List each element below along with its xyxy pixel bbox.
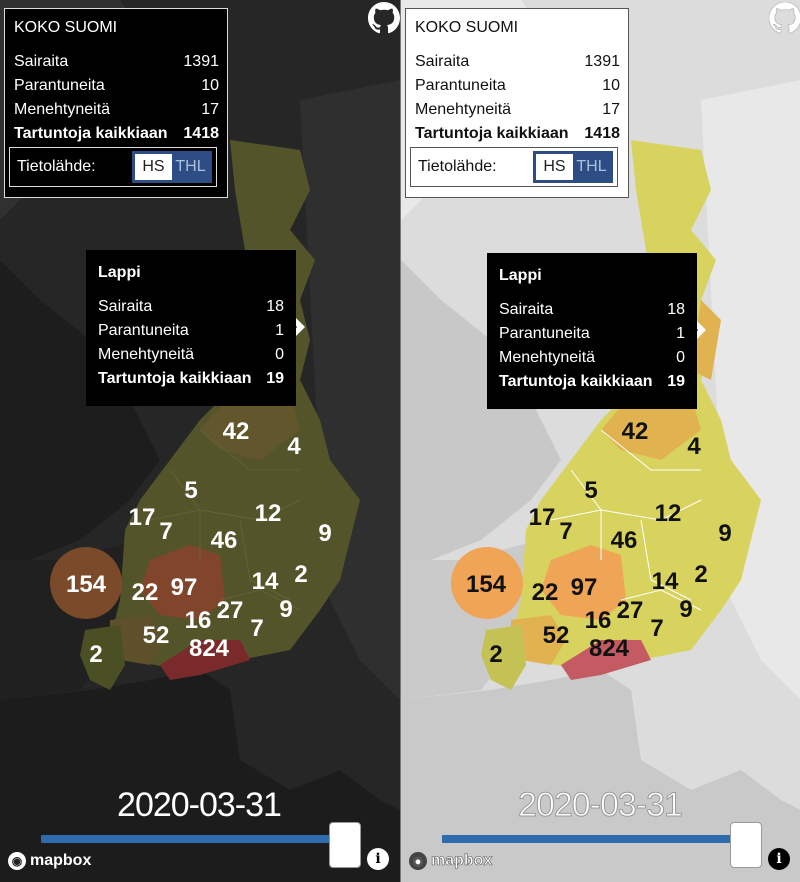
mapbox-logo-icon: ◉: [8, 852, 26, 870]
date-display: 2020-03-31: [518, 786, 684, 825]
region-label-etela-pohjanmaa[interactable]: 7: [559, 518, 573, 545]
tooltip-row-sick: Sairaita 18: [499, 301, 685, 318]
source-option-hs[interactable]: HS: [536, 154, 573, 180]
summary-row-deaths: Menehtyneitä 17: [415, 101, 620, 118]
source-label: Tietolähde:: [418, 158, 497, 175]
mapbox-logo[interactable]: ◉ mapbox: [8, 852, 91, 870]
region-label-kymenlaakso[interactable]: 7: [650, 615, 664, 642]
region-label-pirkanmaa[interactable]: 97: [570, 574, 598, 601]
region-label-ita-savo[interactable]: 2: [694, 561, 708, 588]
summary-row-total: Tartuntoja kaikkiaan 1418: [14, 125, 219, 142]
region-label-etela-savo[interactable]: 14: [651, 568, 679, 595]
region-label-kanta-hame[interactable]: 16: [184, 607, 212, 634]
source-option-thl[interactable]: THL: [172, 154, 209, 180]
region-label-pohjois-savo[interactable]: 12: [254, 500, 282, 527]
region-label-satakunta[interactable]: 22: [531, 579, 559, 606]
region-label-etela-pohjanmaa[interactable]: 7: [159, 518, 173, 545]
region-label-keski-suomi[interactable]: 46: [210, 527, 238, 554]
region-label-kainuu[interactable]: 4: [287, 433, 301, 460]
region-label-varsinais-suomi[interactable]: 52: [142, 622, 170, 649]
region-tooltip: Lappi Sairaita 18 Parantuneita 1 Menehtyne…: [487, 253, 706, 409]
region-label-ahvenanmaa[interactable]: 2: [89, 641, 103, 668]
region-label-kanta-hame[interactable]: 16: [584, 607, 612, 634]
source-label: Tietolähde:: [17, 158, 96, 175]
region-label-pirkanmaa[interactable]: 97: [170, 574, 198, 601]
region-label-pohjois-karjala[interactable]: 9: [318, 520, 332, 547]
region-label-keski-suomi[interactable]: 46: [610, 527, 638, 554]
region-label-keski-pohjanmaa[interactable]: 5: [584, 477, 598, 504]
map-panel-light[interactable]: KOKO SUOMI Sairaita 1391 Parantuneita 10 M…: [401, 0, 800, 882]
source-option-hs[interactable]: HS: [135, 154, 172, 180]
region-label-varsinais-suomi[interactable]: 52: [542, 622, 570, 649]
date-slider-thumb[interactable]: [730, 822, 762, 868]
summary-panel: KOKO SUOMI Sairaita 1391 Parantuneita 10 M…: [4, 8, 228, 198]
region-label-pohjois-pohjanmaa[interactable]: 42: [621, 418, 649, 445]
date-display: 2020-03-31: [117, 786, 282, 824]
tooltip-row-deaths: Menehtyneitä 0: [499, 349, 685, 366]
region-label-vaasa[interactable]: 17: [528, 504, 556, 531]
mapbox-wordmark: mapbox: [30, 852, 92, 869]
summary-title: KOKO SUOMI: [14, 19, 118, 36]
summary-row-total: Tartuntoja kaikkiaan 1418: [415, 125, 620, 142]
panel-divider: [400, 0, 401, 882]
region-label-pohjois-pohjanmaa[interactable]: 42: [222, 418, 250, 445]
region-tooltip: Lappi Sairaita 18 Parantuneita 1 Menehtyne…: [86, 250, 305, 406]
region-label-ita-savo[interactable]: 2: [294, 561, 308, 588]
github-icon[interactable]: [769, 2, 800, 34]
tooltip-row-deaths: Menehtyneitä 0: [98, 346, 284, 363]
source-toggle[interactable]: HS THL: [533, 151, 613, 183]
tooltip-title: Lappi: [98, 264, 141, 281]
tooltip-title: Lappi: [499, 267, 542, 284]
info-icon[interactable]: i: [367, 848, 389, 870]
source-selector: Tietolähde: HS THL: [410, 147, 618, 187]
region-label-unknown[interactable]: 154: [465, 571, 507, 598]
mapbox-logo-icon: ◉: [409, 852, 427, 870]
region-label-hus[interactable]: 824: [588, 635, 630, 662]
tooltip-row-recovered: Parantuneita 1: [499, 325, 685, 342]
region-label-kainuu[interactable]: 4: [687, 433, 701, 460]
region-label-etela-karjala[interactable]: 9: [279, 596, 293, 623]
region-label-ahvenanmaa[interactable]: 2: [489, 641, 503, 668]
source-option-thl[interactable]: THL: [573, 154, 610, 180]
region-label-unknown[interactable]: 154: [65, 571, 107, 598]
tooltip-row-total: Tartuntoja kaikkiaan 19: [499, 373, 685, 390]
source-selector: Tietolähde: HS THL: [9, 147, 217, 187]
tooltip-row-total: Tartuntoja kaikkiaan 19: [98, 370, 284, 387]
mapbox-logo[interactable]: ◉ mapbox: [409, 852, 493, 870]
summary-row-recovered: Parantuneita 10: [415, 77, 620, 94]
region-label-paijat-hame[interactable]: 27: [616, 597, 644, 624]
summary-row-sick: Sairaita 1391: [14, 53, 219, 70]
region-label-etela-karjala[interactable]: 9: [679, 596, 693, 623]
github-icon[interactable]: [368, 2, 400, 34]
summary-title: KOKO SUOMI: [415, 19, 519, 36]
map-panel-dark[interactable]: KOKO SUOMI Sairaita 1391 Parantuneita 10 M…: [0, 0, 400, 882]
tooltip-arrow: [697, 321, 706, 339]
region-label-pohjois-karjala[interactable]: 9: [718, 520, 732, 547]
region-label-pohjois-savo[interactable]: 12: [654, 500, 682, 527]
tooltip-row-recovered: Parantuneita 1: [98, 322, 284, 339]
summary-row-sick: Sairaita 1391: [415, 53, 620, 70]
date-slider-track[interactable]: [442, 835, 742, 843]
date-slider-thumb[interactable]: [329, 822, 361, 868]
summary-row-recovered: Parantuneita 10: [14, 77, 219, 94]
region-label-hus[interactable]: 824: [188, 635, 230, 662]
summary-row-deaths: Menehtyneitä 17: [14, 101, 219, 118]
info-icon[interactable]: i: [768, 848, 790, 870]
summary-panel: KOKO SUOMI Sairaita 1391 Parantuneita 10 M…: [405, 8, 629, 198]
region-label-keski-pohjanmaa[interactable]: 5: [184, 477, 198, 504]
region-label-paijat-hame[interactable]: 27: [216, 597, 244, 624]
region-label-satakunta[interactable]: 22: [131, 579, 159, 606]
source-toggle[interactable]: HS THL: [132, 151, 212, 183]
region-label-vaasa[interactable]: 17: [128, 504, 156, 531]
mapbox-wordmark: mapbox: [431, 852, 493, 870]
tooltip-row-sick: Sairaita 18: [98, 298, 284, 315]
tooltip-arrow: [296, 318, 305, 336]
region-label-kymenlaakso[interactable]: 7: [250, 615, 264, 642]
region-label-etela-savo[interactable]: 14: [251, 568, 279, 595]
date-slider-track[interactable]: [41, 835, 341, 843]
